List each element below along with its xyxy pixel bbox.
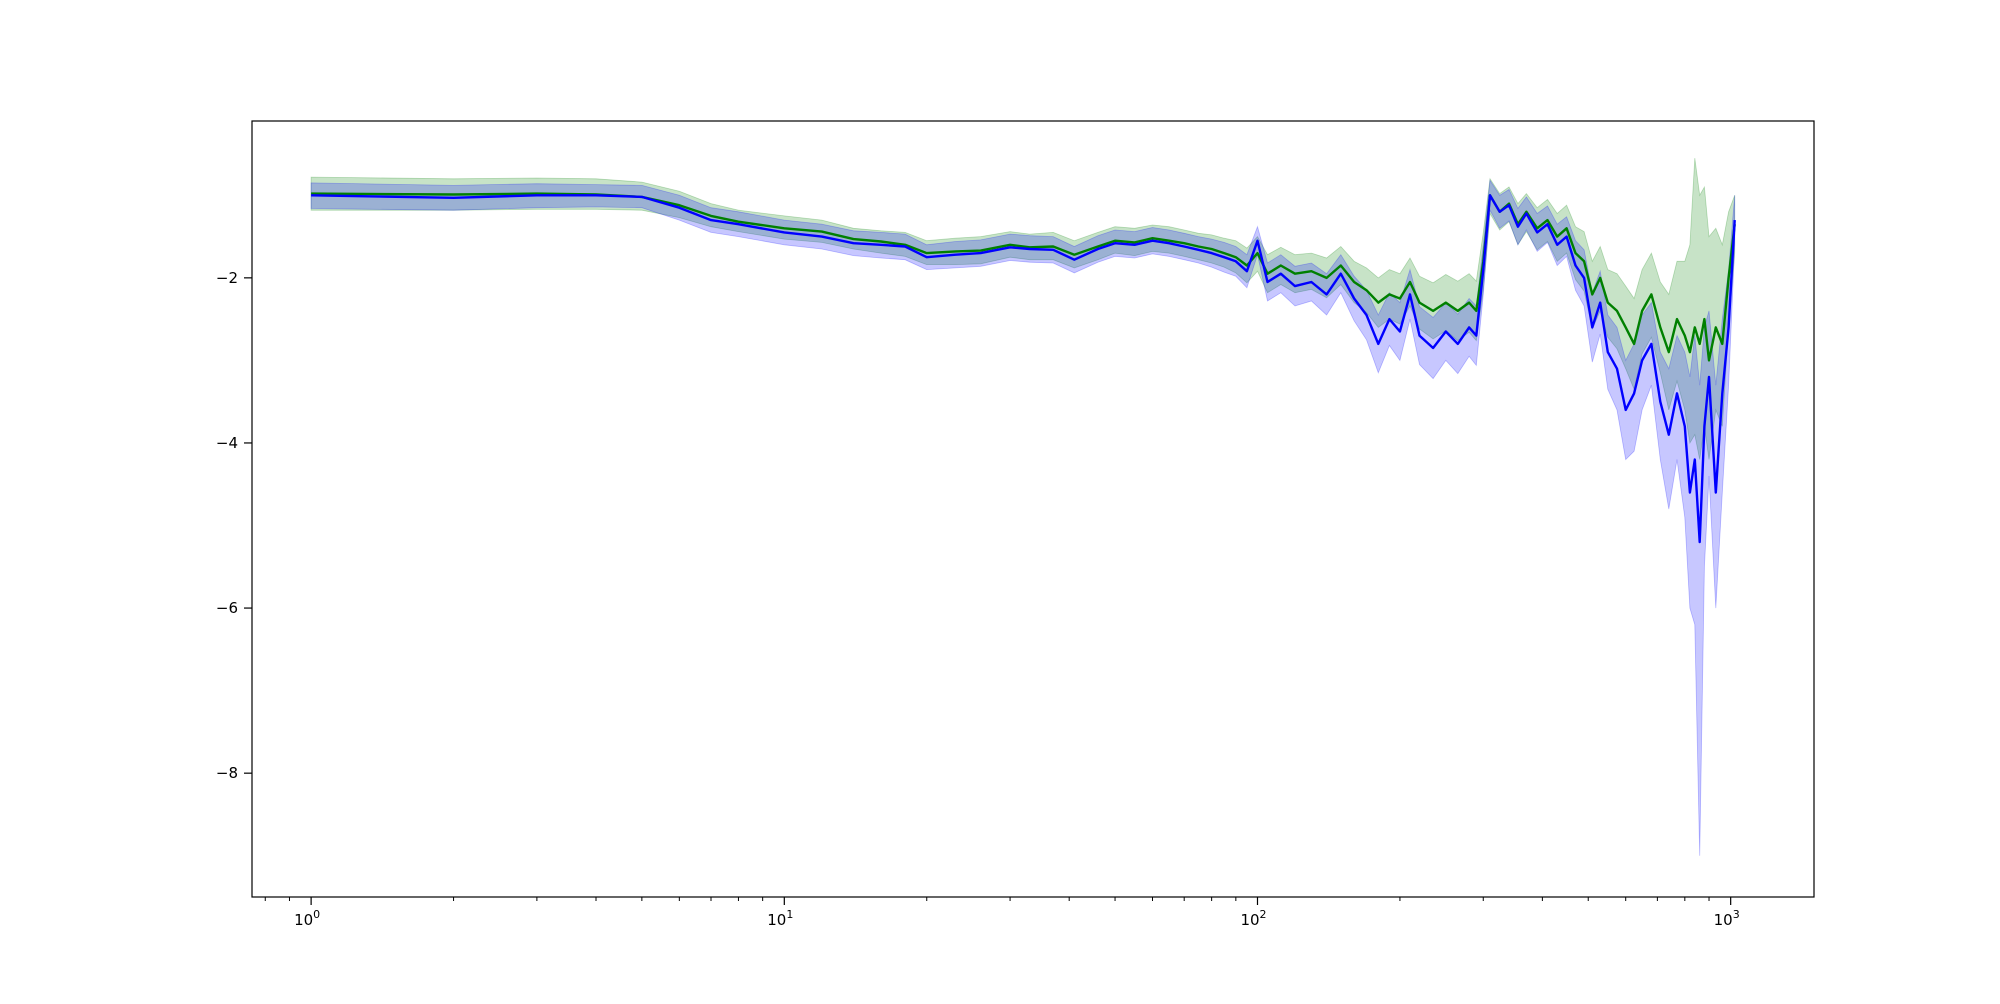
confidence-bands: [310, 158, 1736, 856]
x-tick-label-base: 10: [294, 911, 313, 929]
x-tick-label-exponent: 1: [786, 908, 793, 921]
x-tick-label-base: 10: [767, 911, 786, 929]
series-1-band: [310, 158, 1736, 460]
x-tick-label-exponent: 0: [313, 908, 320, 921]
y-tick-label: −6: [216, 599, 238, 617]
series-lines: [311, 192, 1736, 544]
x-tick-label: 103: [1714, 908, 1740, 929]
y-tick-label: −2: [216, 269, 238, 287]
x-tick-label: 100: [294, 908, 320, 929]
plot-frame: [251, 120, 1815, 898]
y-tick-label: −4: [216, 434, 238, 452]
x-tick-label-exponent: 3: [1733, 908, 1740, 921]
x-tick-label: 101: [767, 908, 793, 929]
series-2-band: [310, 179, 1736, 856]
y-axis: −2 −4 −6 −8: [216, 269, 252, 782]
x-tick-label-base: 10: [1240, 911, 1259, 929]
x-tick-label-exponent: 2: [1260, 908, 1267, 921]
series-2-line: [311, 194, 1736, 544]
series-1-line: [311, 192, 1736, 362]
x-tick-label-base: 10: [1714, 911, 1733, 929]
y-tick-label: −8: [216, 764, 238, 782]
x-tick-label: 102: [1240, 908, 1266, 929]
x-axis: 100 101 102 103: [264, 897, 1740, 929]
